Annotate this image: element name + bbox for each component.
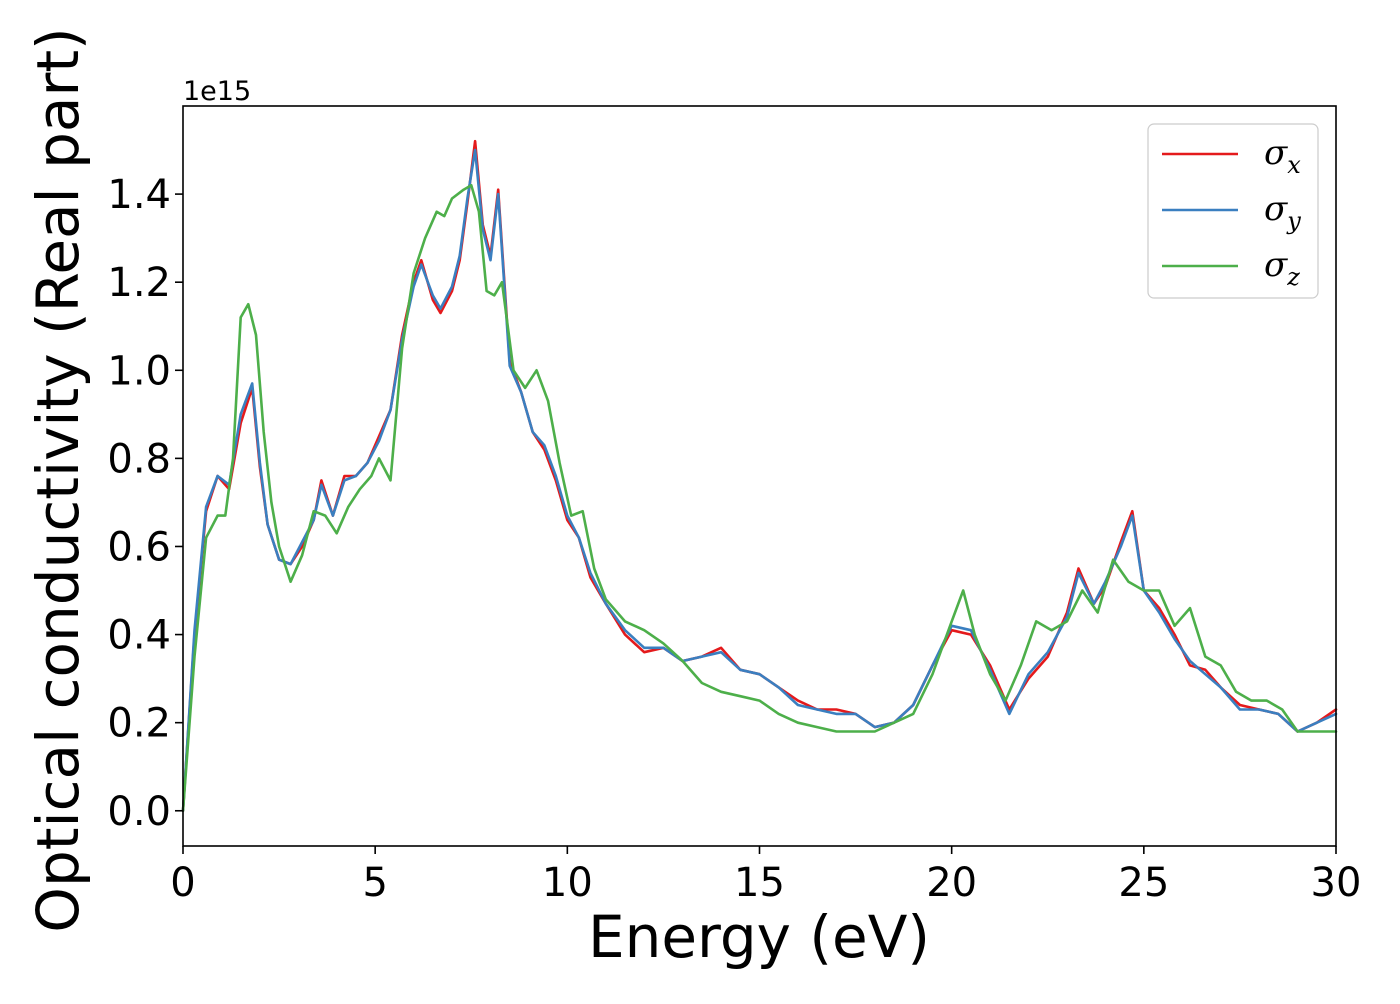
x-tick-label: 5 bbox=[362, 860, 387, 906]
y-tick-label: 1.0 bbox=[107, 348, 171, 394]
y-axis-offset-text: 1e15 bbox=[183, 76, 251, 107]
y-tick-label: 0.8 bbox=[107, 436, 171, 482]
y-axis-title: Optical conductivity (Real part) bbox=[24, 27, 92, 932]
y-tick-label: 0.6 bbox=[107, 524, 171, 570]
series-line-z bbox=[181, 184, 1338, 813]
y-tick-label: 1.2 bbox=[107, 260, 171, 306]
series-layer bbox=[181, 139, 1338, 813]
x-tick-label: 25 bbox=[1118, 860, 1169, 906]
x-tick-label: 10 bbox=[542, 860, 593, 906]
x-tick-label: 0 bbox=[170, 860, 195, 906]
y-tick-label: 0.0 bbox=[107, 789, 171, 835]
y-tick-label: 1.4 bbox=[107, 172, 171, 218]
x-tick-label: 30 bbox=[1311, 860, 1362, 906]
x-axis-ticks: 0 5 10 15 20 25 30 bbox=[170, 846, 1361, 906]
x-axis-title: Energy (eV) bbox=[588, 903, 930, 971]
y-tick-label: 0.4 bbox=[107, 613, 171, 659]
y-tick-label: 0.2 bbox=[107, 701, 171, 747]
x-tick-label: 15 bbox=[734, 860, 785, 906]
y-axis-ticks: 0.0 0.2 0.4 0.6 0.8 1.0 1.2 1.4 bbox=[107, 172, 183, 835]
x-tick-label: 20 bbox=[926, 860, 977, 906]
